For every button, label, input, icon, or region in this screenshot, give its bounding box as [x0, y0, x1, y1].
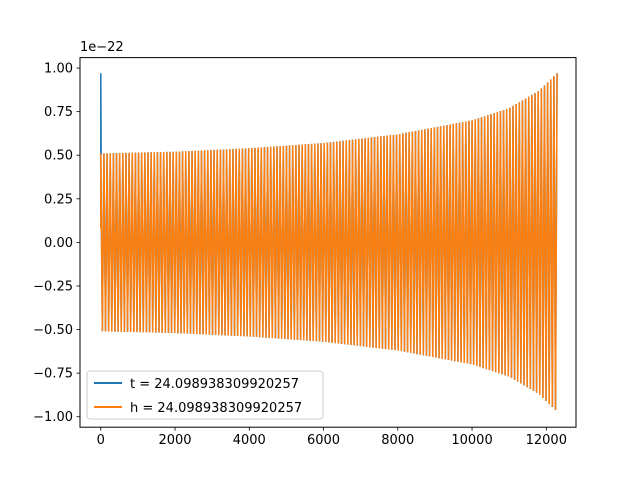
y-axis-ticks: −1.00 −0.75 −0.50 −0.25 0.00 0.25 0.50 0.75 1.00 — [33, 62, 80, 425]
x-tick-label: 0 — [97, 433, 105, 448]
x-tick-label: 4000 — [233, 433, 266, 448]
y-tick-label: −1.00 — [33, 410, 73, 425]
y-tick-label: 0.50 — [44, 149, 73, 164]
legend-label-t: t = 24.098938309920257 — [130, 377, 299, 392]
x-tick-label: 8000 — [381, 433, 414, 448]
legend: t = 24.098938309920257 h = 24.0989383099… — [86, 370, 324, 420]
legend-box — [86, 370, 324, 420]
x-axis-ticks: 0 2000 4000 6000 8000 10000 12000 — [97, 427, 567, 448]
y-tick-label: −0.50 — [33, 323, 73, 338]
y-tick-label: −0.75 — [33, 367, 73, 382]
x-tick-label: 10000 — [451, 433, 492, 448]
x-tick-label: 12000 — [526, 433, 567, 448]
y-tick-label: 1.00 — [44, 62, 73, 77]
y-tick-label: −0.25 — [33, 279, 73, 294]
y-tick-label: 0.75 — [44, 105, 73, 120]
y-tick-label: 0.25 — [44, 192, 73, 207]
y-offset-label: 1e−22 — [80, 40, 124, 55]
legend-label-h: h = 24.098938309920257 — [130, 401, 302, 416]
series-line-h — [100, 73, 558, 411]
x-tick-label: 6000 — [307, 433, 340, 448]
x-tick-label: 2000 — [158, 433, 191, 448]
plot-lines — [100, 73, 558, 411]
y-tick-label: 0.00 — [44, 236, 73, 251]
